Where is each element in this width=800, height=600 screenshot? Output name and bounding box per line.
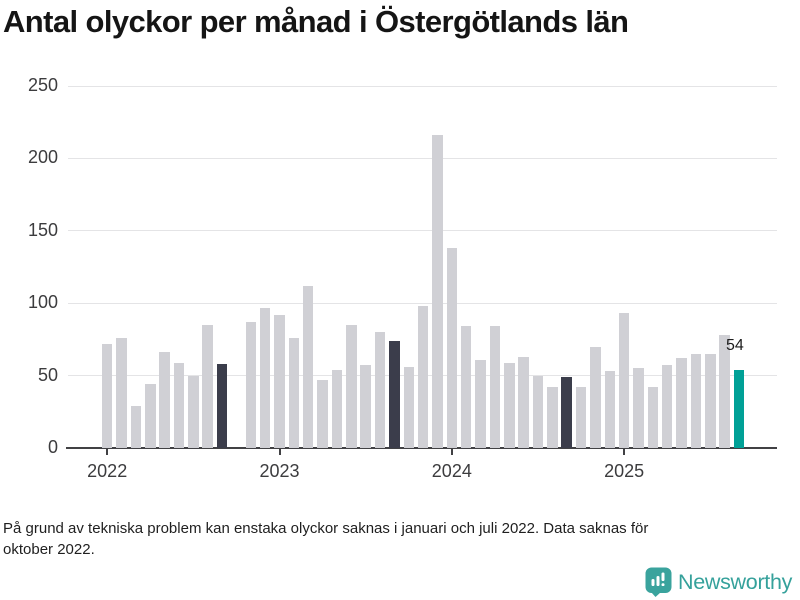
bar-2022-07 (188, 375, 199, 448)
bar-2023-04 (317, 379, 328, 448)
gridline-250 (68, 85, 777, 87)
brand-name: Newsworthy (678, 569, 793, 594)
y-tick-label-50: 50 (37, 364, 58, 385)
gridline-200 (68, 157, 777, 159)
plot-area (95, 86, 776, 448)
y-tick-label-200: 200 (27, 147, 58, 168)
x-tick-label-2025: 2025 (604, 461, 645, 481)
y-tick-label-0: 0 (47, 437, 58, 457)
bar-2023-01 (274, 314, 285, 448)
bar-2022-03 (130, 406, 142, 448)
y-tick-label-150: 150 (27, 219, 58, 240)
bar-2024-09 (561, 377, 572, 448)
bar-2025-02 (633, 368, 644, 448)
brand-logo: Newsworthy (645, 567, 792, 597)
bar-2025-07 (705, 353, 716, 448)
bar-2023-05 (331, 369, 343, 448)
bar-2024-08 (547, 387, 558, 448)
x-tick-label-2024: 2024 (431, 461, 472, 481)
bar-2023-03 (302, 285, 314, 448)
bar-2023-06 (346, 324, 357, 448)
x-tick-2023 (278, 448, 281, 455)
footnote-line-1: På grund av tekniska problem kan enstaka… (3, 520, 649, 537)
y-tick-label-250: 250 (27, 75, 58, 95)
bar-2022-04 (145, 384, 156, 448)
x-tick-label-2023: 2023 (259, 461, 300, 481)
bar-2022-02 (116, 337, 127, 448)
bar-2024-07 (532, 375, 544, 448)
bar-2024-01 (446, 248, 458, 448)
bar-2022-01 (101, 343, 113, 448)
bar-2024-02 (460, 326, 472, 448)
bar-2025-05 (676, 358, 687, 448)
footnote: På grund av tekniska problem kan enstaka… (3, 518, 760, 561)
bar-2023-09 (389, 340, 400, 448)
x-tick-2022 (106, 448, 109, 455)
bar-2022-12 (259, 307, 271, 448)
bar-2023-11 (417, 306, 429, 448)
bar-2024-06 (518, 356, 529, 448)
bar-2024-11 (590, 346, 601, 448)
bar-2025-08 (719, 335, 730, 448)
bar-2023-02 (288, 337, 300, 448)
chart-title: Antal olyckor per månad i Östergötlands … (3, 4, 629, 39)
gridline-100 (68, 302, 777, 304)
bar-2025-03 (647, 387, 659, 448)
bar-2025-01 (618, 313, 630, 448)
y-tick-label-100: 100 (27, 292, 58, 313)
bar-2024-10 (575, 387, 587, 448)
bar-2024-03 (475, 359, 486, 448)
bar-chart-speech-bubble-icon (645, 567, 672, 597)
bar-2022-05 (159, 352, 170, 448)
footnote-line-2: oktober 2022. (3, 541, 95, 559)
bar-2022-08 (202, 324, 213, 448)
x-tick-2024 (450, 448, 453, 455)
latest-value-label: 54 (726, 337, 744, 354)
bar-2023-07 (360, 365, 371, 448)
bar-2023-12 (432, 135, 443, 448)
bar-2024-05 (504, 362, 515, 448)
x-tick-2025 (623, 448, 626, 455)
gridline-150 (68, 230, 777, 232)
bar-2022-06 (173, 362, 185, 448)
bar-2023-10 (403, 366, 414, 448)
bar-2023-08 (374, 332, 386, 448)
bar-2024-04 (489, 326, 501, 448)
bar-2024-12 (604, 371, 616, 448)
bar-2025-09 (733, 369, 745, 448)
bar-2022-09 (216, 364, 228, 448)
bar-2025-06 (690, 353, 702, 448)
bar-2022-11 (245, 322, 257, 448)
x-tick-label-2022: 2022 (87, 461, 128, 481)
bar-2025-04 (661, 365, 673, 448)
